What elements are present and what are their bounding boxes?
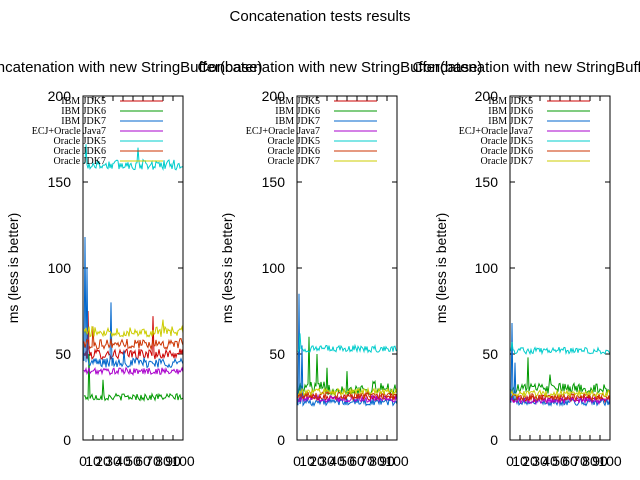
- y-tick-label: 150: [475, 174, 499, 190]
- x-tick-label: 10: [299, 453, 315, 469]
- x-tick-label: 10: [85, 453, 101, 469]
- y-tick-label: 200: [475, 88, 499, 104]
- plot-frame: [296, 95, 398, 441]
- x-tick-label: 90: [592, 453, 608, 469]
- x-tick-label: 10: [512, 453, 528, 469]
- x-tick-label: 70: [359, 453, 375, 469]
- x-tick-label: 20: [522, 453, 538, 469]
- y-tick-label: 0: [63, 432, 71, 448]
- legend-label: Oracle JDK6: [268, 146, 320, 157]
- legend-label: ECJ+Oracle Java7: [32, 126, 106, 137]
- x-tick-label: 30: [319, 453, 335, 469]
- series-line: [83, 236, 184, 369]
- series-line: [83, 319, 184, 338]
- x-tick-label: 40: [115, 453, 131, 469]
- legend-label: Oracle JDK6: [54, 146, 106, 157]
- y-tick-label: 100: [48, 260, 72, 276]
- series-line: [297, 386, 398, 397]
- y-tick-label: 0: [490, 432, 498, 448]
- x-tick-label: 40: [542, 453, 558, 469]
- y-axis-label: ms (less is better): [5, 213, 21, 323]
- legend-label: Oracle JDK7: [54, 156, 106, 167]
- x-tick-label: 0: [79, 453, 87, 469]
- legend-label: ECJ+Oracle Java7: [459, 126, 533, 137]
- y-tick-label: 100: [262, 260, 286, 276]
- panel-title: Concatenation with new StringBuffer(base…: [0, 59, 262, 76]
- series-line: [510, 393, 611, 404]
- x-tick-label: 60: [562, 453, 578, 469]
- x-tick-label: 60: [135, 453, 151, 469]
- x-tick-label: 100: [385, 453, 409, 469]
- series-line: [297, 336, 398, 397]
- series-line: [510, 395, 611, 406]
- y-tick-label: 100: [475, 260, 499, 276]
- x-tick-label: 90: [379, 453, 395, 469]
- x-tick-label: 70: [145, 453, 161, 469]
- legend-label: Oracle JDK5: [481, 136, 533, 147]
- y-axis-label: ms (less is better): [219, 213, 235, 323]
- series-line: [83, 144, 184, 171]
- panel-title: Concatenation with new StringBuffer(base…: [413, 59, 640, 76]
- legend-label: IBM JDK7: [61, 116, 106, 127]
- legend-label: Oracle JDK7: [268, 156, 320, 167]
- y-tick-label: 150: [262, 174, 286, 190]
- y-tick-label: 50: [269, 346, 285, 362]
- legend-label: IBM JDK5: [61, 96, 106, 107]
- plot-frame: [509, 95, 611, 441]
- series-line: [297, 393, 398, 403]
- y-axis-label: ms (less is better): [433, 213, 449, 323]
- x-tick-label: 50: [339, 453, 355, 469]
- series-line: [83, 310, 184, 360]
- x-tick-label: 80: [155, 453, 171, 469]
- y-tick-label: 50: [55, 346, 71, 362]
- x-tick-label: 70: [572, 453, 588, 469]
- x-tick-label: 0: [293, 453, 301, 469]
- x-tick-label: 100: [598, 453, 622, 469]
- series-line: [510, 357, 611, 395]
- legend-label: IBM JDK5: [488, 96, 533, 107]
- series-line: [297, 333, 398, 354]
- x-tick-label: 40: [329, 453, 345, 469]
- y-tick-label: 200: [262, 88, 286, 104]
- legend-label: ECJ+Oracle Java7: [246, 126, 320, 137]
- legend-label: Oracle JDK7: [481, 156, 533, 167]
- x-tick-label: 0: [506, 453, 514, 469]
- panel-title: Concatenation with new StringBuffer(base…: [198, 59, 483, 76]
- x-tick-label: 60: [349, 453, 365, 469]
- series-line: [83, 326, 184, 351]
- x-tick-label: 50: [125, 453, 141, 469]
- plot-frame: [82, 95, 184, 441]
- series-line: [83, 366, 184, 376]
- legend-label: IBM JDK6: [275, 106, 320, 117]
- x-tick-label: 20: [309, 453, 325, 469]
- series-line: [510, 341, 611, 356]
- y-tick-label: 200: [48, 88, 72, 104]
- legend-label: IBM JDK5: [275, 96, 320, 107]
- legend-label: IBM JDK7: [275, 116, 320, 127]
- legend-label: IBM JDK7: [488, 116, 533, 127]
- series-line: [83, 353, 184, 402]
- y-tick-label: 0: [277, 432, 285, 448]
- y-tick-label: 50: [482, 346, 498, 362]
- x-tick-label: 100: [171, 453, 195, 469]
- x-tick-label: 50: [552, 453, 568, 469]
- legend-label: Oracle JDK5: [268, 136, 320, 147]
- legend-label: IBM JDK6: [61, 106, 106, 117]
- y-tick-label: 150: [48, 174, 72, 190]
- x-tick-label: 20: [95, 453, 111, 469]
- page-title: Concatenation tests results: [229, 8, 411, 25]
- legend-label: IBM JDK6: [488, 106, 533, 117]
- series-line: [510, 388, 611, 399]
- legend-label: Oracle JDK5: [54, 136, 106, 147]
- series-line: [510, 322, 611, 407]
- x-tick-label: 90: [165, 453, 181, 469]
- x-tick-label: 30: [105, 453, 121, 469]
- x-tick-label: 80: [582, 453, 598, 469]
- x-tick-label: 80: [369, 453, 385, 469]
- legend-label: Oracle JDK6: [481, 146, 533, 157]
- x-tick-label: 30: [532, 453, 548, 469]
